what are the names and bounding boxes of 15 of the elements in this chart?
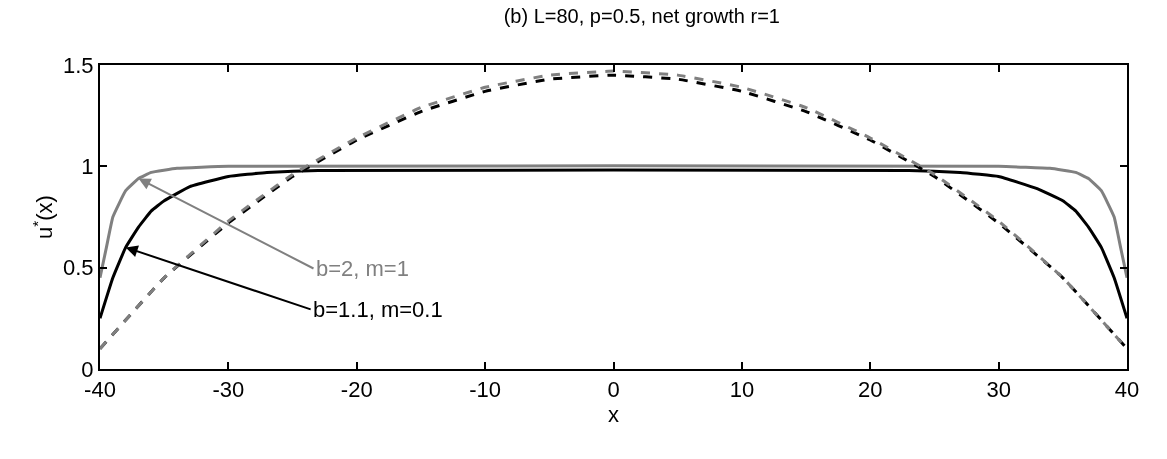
y-tick-label: 1 xyxy=(81,154,94,180)
x-tick-label: 30 xyxy=(986,377,1011,403)
x-tick-label: 20 xyxy=(858,377,883,403)
y-tick-label: 0.5 xyxy=(63,255,94,281)
x-tick-label: -10 xyxy=(469,377,502,403)
x-tick-label: 10 xyxy=(729,377,755,403)
x-axis-title: x xyxy=(608,402,619,428)
annotation: b=1.1, m=0.1 xyxy=(313,297,443,322)
x-tick-label: 40 xyxy=(1114,377,1140,403)
y-tick-label: 1.5 xyxy=(63,52,94,78)
x-tick-label: -30 xyxy=(212,377,245,403)
x-tick-label: 0 xyxy=(607,377,620,403)
x-tick-label: -20 xyxy=(340,377,373,403)
annotation: b=2, m=1 xyxy=(316,256,409,281)
chart-title: (b) L=80, p=0.5, net growth r=1 xyxy=(503,5,780,28)
